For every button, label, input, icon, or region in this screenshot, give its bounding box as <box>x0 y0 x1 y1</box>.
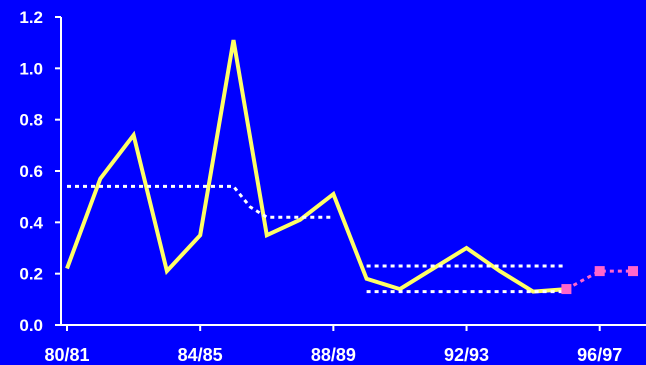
x-tick-label: 88/89 <box>311 345 356 365</box>
x-tick-label: 84/85 <box>178 345 223 365</box>
series-line <box>65 39 567 294</box>
y-tick-label: 0.4 <box>19 213 43 232</box>
axis-layer <box>55 16 646 331</box>
y-tick-label: 0.8 <box>19 111 43 130</box>
tick-layer: 0.0 0.2 0.4 0.6 0.8 1.0 1.2 80/81 84/85 88/89 92/9… <box>19 8 622 365</box>
y-tick-label: 0.0 <box>19 316 43 335</box>
series-layer <box>65 39 638 295</box>
x-tick-label: 96/97 <box>577 345 622 365</box>
data-point-marker <box>561 284 572 295</box>
y-tick-label: 1.0 <box>19 59 43 78</box>
y-tick-label: 0.6 <box>19 162 43 181</box>
y-tick-label: 0.2 <box>19 265 43 284</box>
x-tick-label: 80/81 <box>44 345 89 365</box>
data-point-marker <box>628 266 638 277</box>
data-point-marker <box>594 266 605 277</box>
x-tick-label: 92/93 <box>444 345 489 365</box>
series-line <box>67 184 334 219</box>
y-tick-label: 1.2 <box>19 8 43 27</box>
